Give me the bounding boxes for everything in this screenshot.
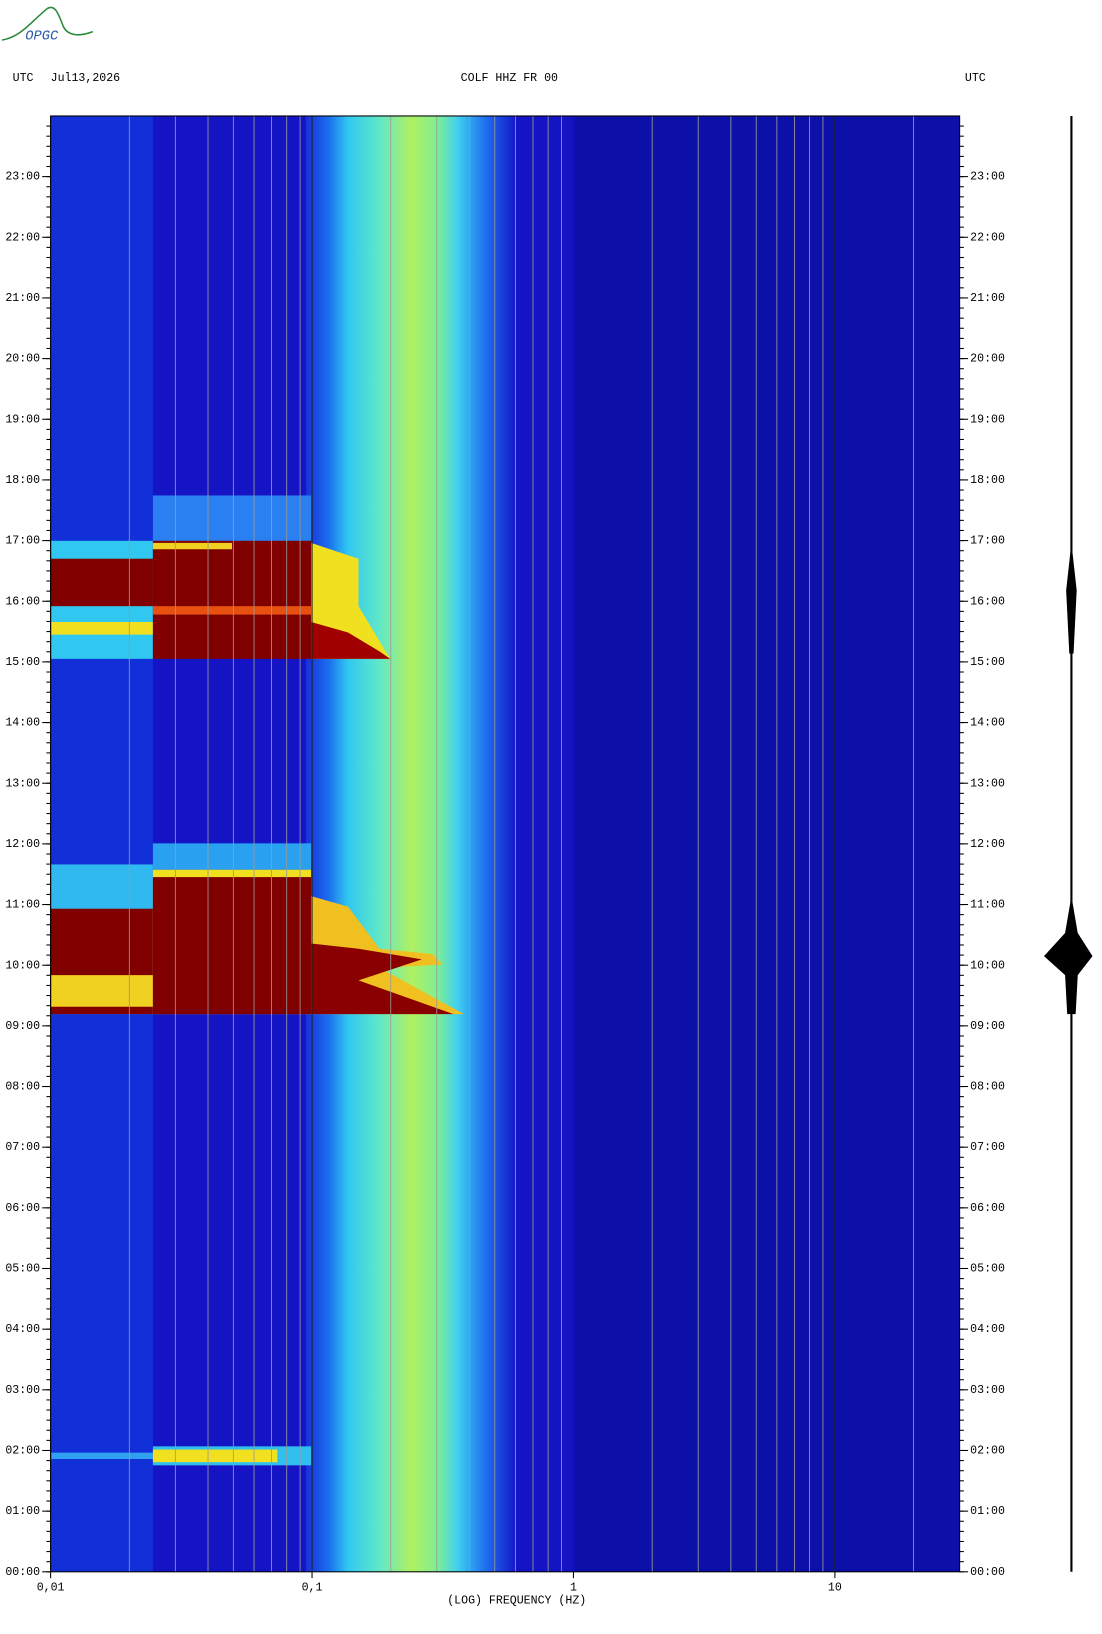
y-tick-label: 17:00 <box>5 535 40 548</box>
y-tick-label: 16:00 <box>5 595 40 608</box>
y-tick-label: 22:00 <box>5 231 40 244</box>
trace-burst <box>1044 896 1093 1015</box>
y-tick-label: 00:00 <box>970 1566 1005 1579</box>
logo-text: OPGC <box>25 29 59 44</box>
y-tick-label: 03:00 <box>5 1384 40 1397</box>
logo-curve <box>1 6 94 41</box>
y-tick-label: 23:00 <box>5 171 40 184</box>
y-tick-label: 08:00 <box>5 1081 40 1094</box>
y-tick-label: 06:00 <box>5 1202 40 1215</box>
y-tick-label: 12:00 <box>970 838 1005 851</box>
y-tick-label: 07:00 <box>5 1141 40 1154</box>
y-tick-label: 01:00 <box>970 1505 1005 1518</box>
y-tick-label: 21:00 <box>970 292 1005 305</box>
date: Jul13,2026 <box>51 72 121 85</box>
y-tick-label: 05:00 <box>5 1263 40 1276</box>
plot-frame <box>50 115 961 1573</box>
microseism-band <box>305 115 517 1572</box>
x-tick-label: 1 <box>570 1582 577 1595</box>
event-tail <box>311 621 391 659</box>
event-core <box>152 540 312 659</box>
y-tick-label: 04:00 <box>5 1323 40 1336</box>
time-zone-left: UTC <box>13 72 34 85</box>
y-tick-label: 13:00 <box>970 777 1005 790</box>
y-tick-label: 15:00 <box>5 656 40 669</box>
y-tick-label: 11:00 <box>970 899 1005 912</box>
y-tick-label: 11:00 <box>5 899 40 912</box>
y-tick-label: 00:00 <box>5 1566 40 1579</box>
y-tick-label: 12:00 <box>5 838 40 851</box>
y-tick-label: 05:00 <box>970 1263 1005 1276</box>
y-tick-label: 01:00 <box>5 1505 40 1518</box>
event-core <box>152 877 312 1015</box>
event-edge <box>152 606 312 615</box>
y-tick-label: 14:00 <box>5 717 40 730</box>
y-tick-label: 16:00 <box>970 595 1005 608</box>
y-tick-label: 20:00 <box>970 353 1005 366</box>
x-axis-label: (LOG) FREQUENCY (HZ) <box>447 1594 586 1607</box>
y-tick-label: 02:00 <box>5 1445 40 1458</box>
event-halo <box>152 843 312 870</box>
event-core <box>50 558 153 607</box>
y-tick-label: 03:00 <box>970 1384 1005 1397</box>
y-tick-label: 13:00 <box>5 777 40 790</box>
x-tick-label: 0,01 <box>37 1582 65 1595</box>
y-tick-label: 18:00 <box>970 474 1005 487</box>
logo: OPGC <box>1 6 94 44</box>
y-tick-label: 09:00 <box>5 1020 40 1033</box>
y-tick-label: 14:00 <box>970 717 1005 730</box>
y-tick-label: 15:00 <box>970 656 1005 669</box>
y-tick-label: 23:00 <box>970 171 1005 184</box>
y-tick-label: 09:00 <box>970 1020 1005 1033</box>
y-tick-label: 06:00 <box>970 1202 1005 1215</box>
y-tick-label: 17:00 <box>970 535 1005 548</box>
axes: 0,01 0,1 1 10 00:00 00:00 01:00 01:00 02:00 02:00… <box>5 115 1005 1595</box>
y-tick-label: 07:00 <box>970 1141 1005 1154</box>
y-tick-label: 02:00 <box>970 1445 1005 1458</box>
y-tick-label: 04:00 <box>970 1323 1005 1336</box>
event-edge <box>50 621 153 635</box>
chart-title: COLF HHZ FR 00 <box>461 72 558 85</box>
high-frequency-area <box>574 115 960 1572</box>
event-halo <box>50 1452 153 1460</box>
y-tick-label: 21:00 <box>5 292 40 305</box>
y-tick-label: 18:00 <box>5 474 40 487</box>
y-tick-label: 20:00 <box>5 353 40 366</box>
y-tick-label: 22:00 <box>970 231 1005 244</box>
y-tick-label: 10:00 <box>970 959 1005 972</box>
y-tick-label: 08:00 <box>970 1081 1005 1094</box>
event-edge <box>50 975 153 1007</box>
event-tail <box>311 943 454 1015</box>
x-tick-label: 10 <box>828 1582 842 1595</box>
y-tick-label: 10:00 <box>5 959 40 972</box>
y-tick-label: 19:00 <box>970 413 1005 426</box>
x-tick-label: 0,1 <box>302 1582 323 1595</box>
event-edge <box>152 542 232 550</box>
time-zone-right: UTC <box>965 72 986 85</box>
event-core <box>152 1449 278 1463</box>
seismogram <box>1044 115 1093 1572</box>
spectrogram <box>50 115 960 1572</box>
event-halo <box>152 495 312 543</box>
low-frequency-area <box>50 115 153 1572</box>
y-tick-label: 19:00 <box>5 413 40 426</box>
trace-burst <box>1066 542 1077 654</box>
minor-grid <box>128 115 915 1572</box>
